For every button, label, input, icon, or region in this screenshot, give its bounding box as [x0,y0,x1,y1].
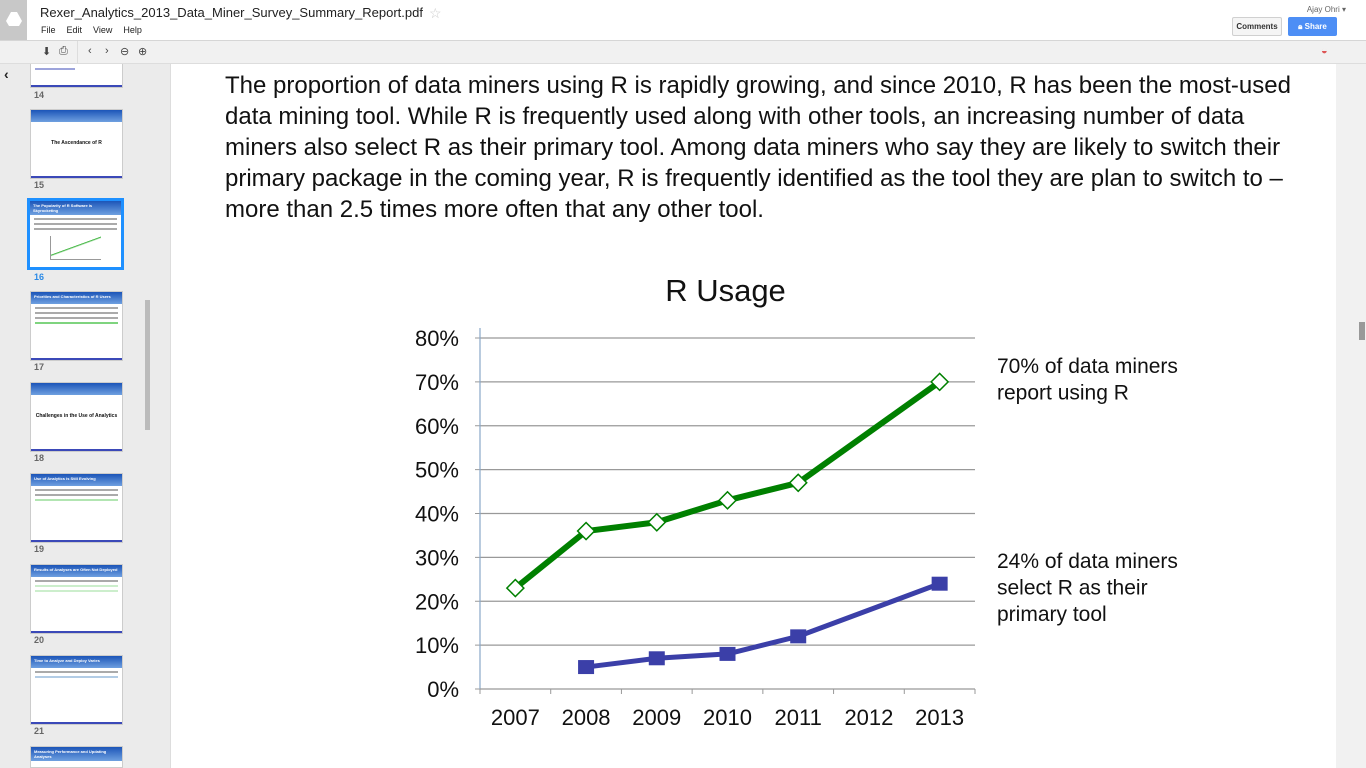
page-number: 17 [34,362,45,372]
data-point-marker [647,512,667,532]
thumbnail-page-15[interactable]: The Ascendance of R [30,109,123,179]
data-point-marker [578,660,595,675]
thumbnail-title: Results of Analyses are Often Not Deploy… [31,565,122,577]
x-tick-label: 2007 [491,705,540,730]
thumbnail-page-14[interactable] [30,64,123,88]
data-point-marker [505,578,525,598]
thumbnail-page-17[interactable]: Priorities and Characteristics of R User… [30,291,123,361]
page-number: 21 [34,726,45,736]
series-line-1 [513,379,942,591]
toolbar-divider [77,41,78,64]
toolbar: ⬇ ⎙ ‹ › ⊖ ⊕ ◒ [0,41,1366,64]
x-tick-label: 2013 [915,705,964,730]
top-bar: Rexer_Analytics_2013_Data_Miner_Survey_S… [0,0,1366,41]
x-tick-label: 2008 [562,705,611,730]
page-number: 14 [34,90,45,100]
data-point-marker [576,521,596,541]
user-account-menu[interactable]: Ajay Ohri ▾ [1306,5,1346,14]
comments-button[interactable]: Comments [1232,17,1282,36]
sidebar-scrollbar[interactable] [145,300,150,430]
y-tick-label: 40% [415,502,459,527]
menu-bar: File Edit View Help [41,25,142,35]
page-number: 16 [34,272,45,282]
document-title: Rexer_Analytics_2013_Data_Miner_Survey_S… [40,5,423,20]
thumbnail-title: Use of Analytics is Still Evolving [31,474,122,486]
zoom-in-icon[interactable]: ⊕ [138,46,148,58]
data-point-marker [790,629,807,644]
x-tick-label: 2011 [775,705,822,730]
data-point-marker [788,473,808,493]
y-tick-label: 50% [415,458,459,483]
pdf-page [172,64,1336,768]
share-button[interactable]: 🔒︎ Share [1288,17,1337,36]
thumbnail-page-21[interactable]: Time to Analyze and Deploy Varies [30,655,123,725]
drive-logo-icon[interactable] [0,0,27,40]
main-scrollbar[interactable] [1359,322,1365,340]
thumbnail-page-16[interactable]: The Popularity of R Software is Skyrocke… [27,198,124,270]
viewer-margin [1336,64,1366,768]
y-tick-label: 60% [415,414,459,439]
y-tick-label: 0% [427,677,459,702]
page-thumbnails-sidebar: ‹ 14 The Ascendance of R 15 The Populari… [0,64,171,768]
data-point-marker [931,576,948,591]
annotation-2: 24% of data miners select R as their prima… [997,550,1178,626]
page-number: 20 [34,635,45,645]
share-label: Share [1304,22,1327,31]
prev-page-icon[interactable]: ‹ [88,45,92,57]
thumbnail-title: Challenges in the Use of Analytics [35,413,118,419]
star-icon[interactable]: ☆ [428,4,442,21]
data-point-marker [717,490,738,510]
user-name: Ajay Ohri [1306,5,1340,14]
chrome-app-icon[interactable]: ◒ [1321,45,1328,57]
y-tick-label: 10% [415,633,459,658]
r-usage-chart: R Usage 0% 10% 20% 30% 40% 50% 60% 70% 80% 2007 200… [415,273,1178,730]
y-tick-label: 70% [415,370,459,395]
y-tick-label: 20% [415,589,459,614]
annotation-1: 70% of data miners report using R [997,355,1178,405]
menu-file[interactable]: File [41,25,56,35]
collapse-sidebar-icon[interactable]: ‹ [4,66,9,82]
x-tick-label: 2010 [703,705,752,730]
data-point-marker [648,651,665,666]
series-line-2 [585,581,941,670]
lock-icon: 🔒︎ [1298,22,1303,31]
y-tick-label: 80% [415,326,459,351]
download-icon[interactable]: ⬇ [42,46,52,58]
menu-help[interactable]: Help [123,25,142,35]
page-number: 18 [34,453,45,463]
page-number: 19 [34,544,45,554]
thumbnail-page-19[interactable]: Use of Analytics is Still Evolving [30,473,123,543]
chart-title: R Usage [665,273,786,308]
page-paragraph: The proportion of data miners using R is… [225,72,1291,223]
data-point-marker [719,646,736,661]
thumbnail-title: Measuring Performance and Updating Analy… [31,747,122,761]
thumbnail-title: The Ascendance of R [51,140,102,146]
thumbnail-title: Time to Analyze and Deploy Varies [31,656,122,668]
data-point-marker [930,372,950,392]
menu-edit[interactable]: Edit [66,25,83,35]
menu-view[interactable]: View [93,25,113,35]
thumbnail-page-18[interactable]: Challenges in the Use of Analytics [30,382,123,452]
print-icon[interactable]: ⎙ [59,45,68,57]
x-tick-label: 2009 [632,705,681,730]
thumbnail-title: Priorities and Characteristics of R User… [31,292,122,304]
title-row: Rexer_Analytics_2013_Data_Miner_Survey_S… [40,5,442,20]
y-tick-label: 30% [415,545,459,570]
thumbnail-page-22[interactable]: Measuring Performance and Updating Analy… [30,746,123,768]
next-page-icon[interactable]: › [105,45,109,57]
page-number: 15 [34,180,45,190]
thumbnail-title: The Popularity of R Software is Skyrocke… [30,201,121,215]
zoom-out-icon[interactable]: ⊖ [120,46,130,58]
x-tick-label: 2012 [844,705,893,730]
thumbnail-page-20[interactable]: Results of Analyses are Often Not Deploy… [30,564,123,634]
